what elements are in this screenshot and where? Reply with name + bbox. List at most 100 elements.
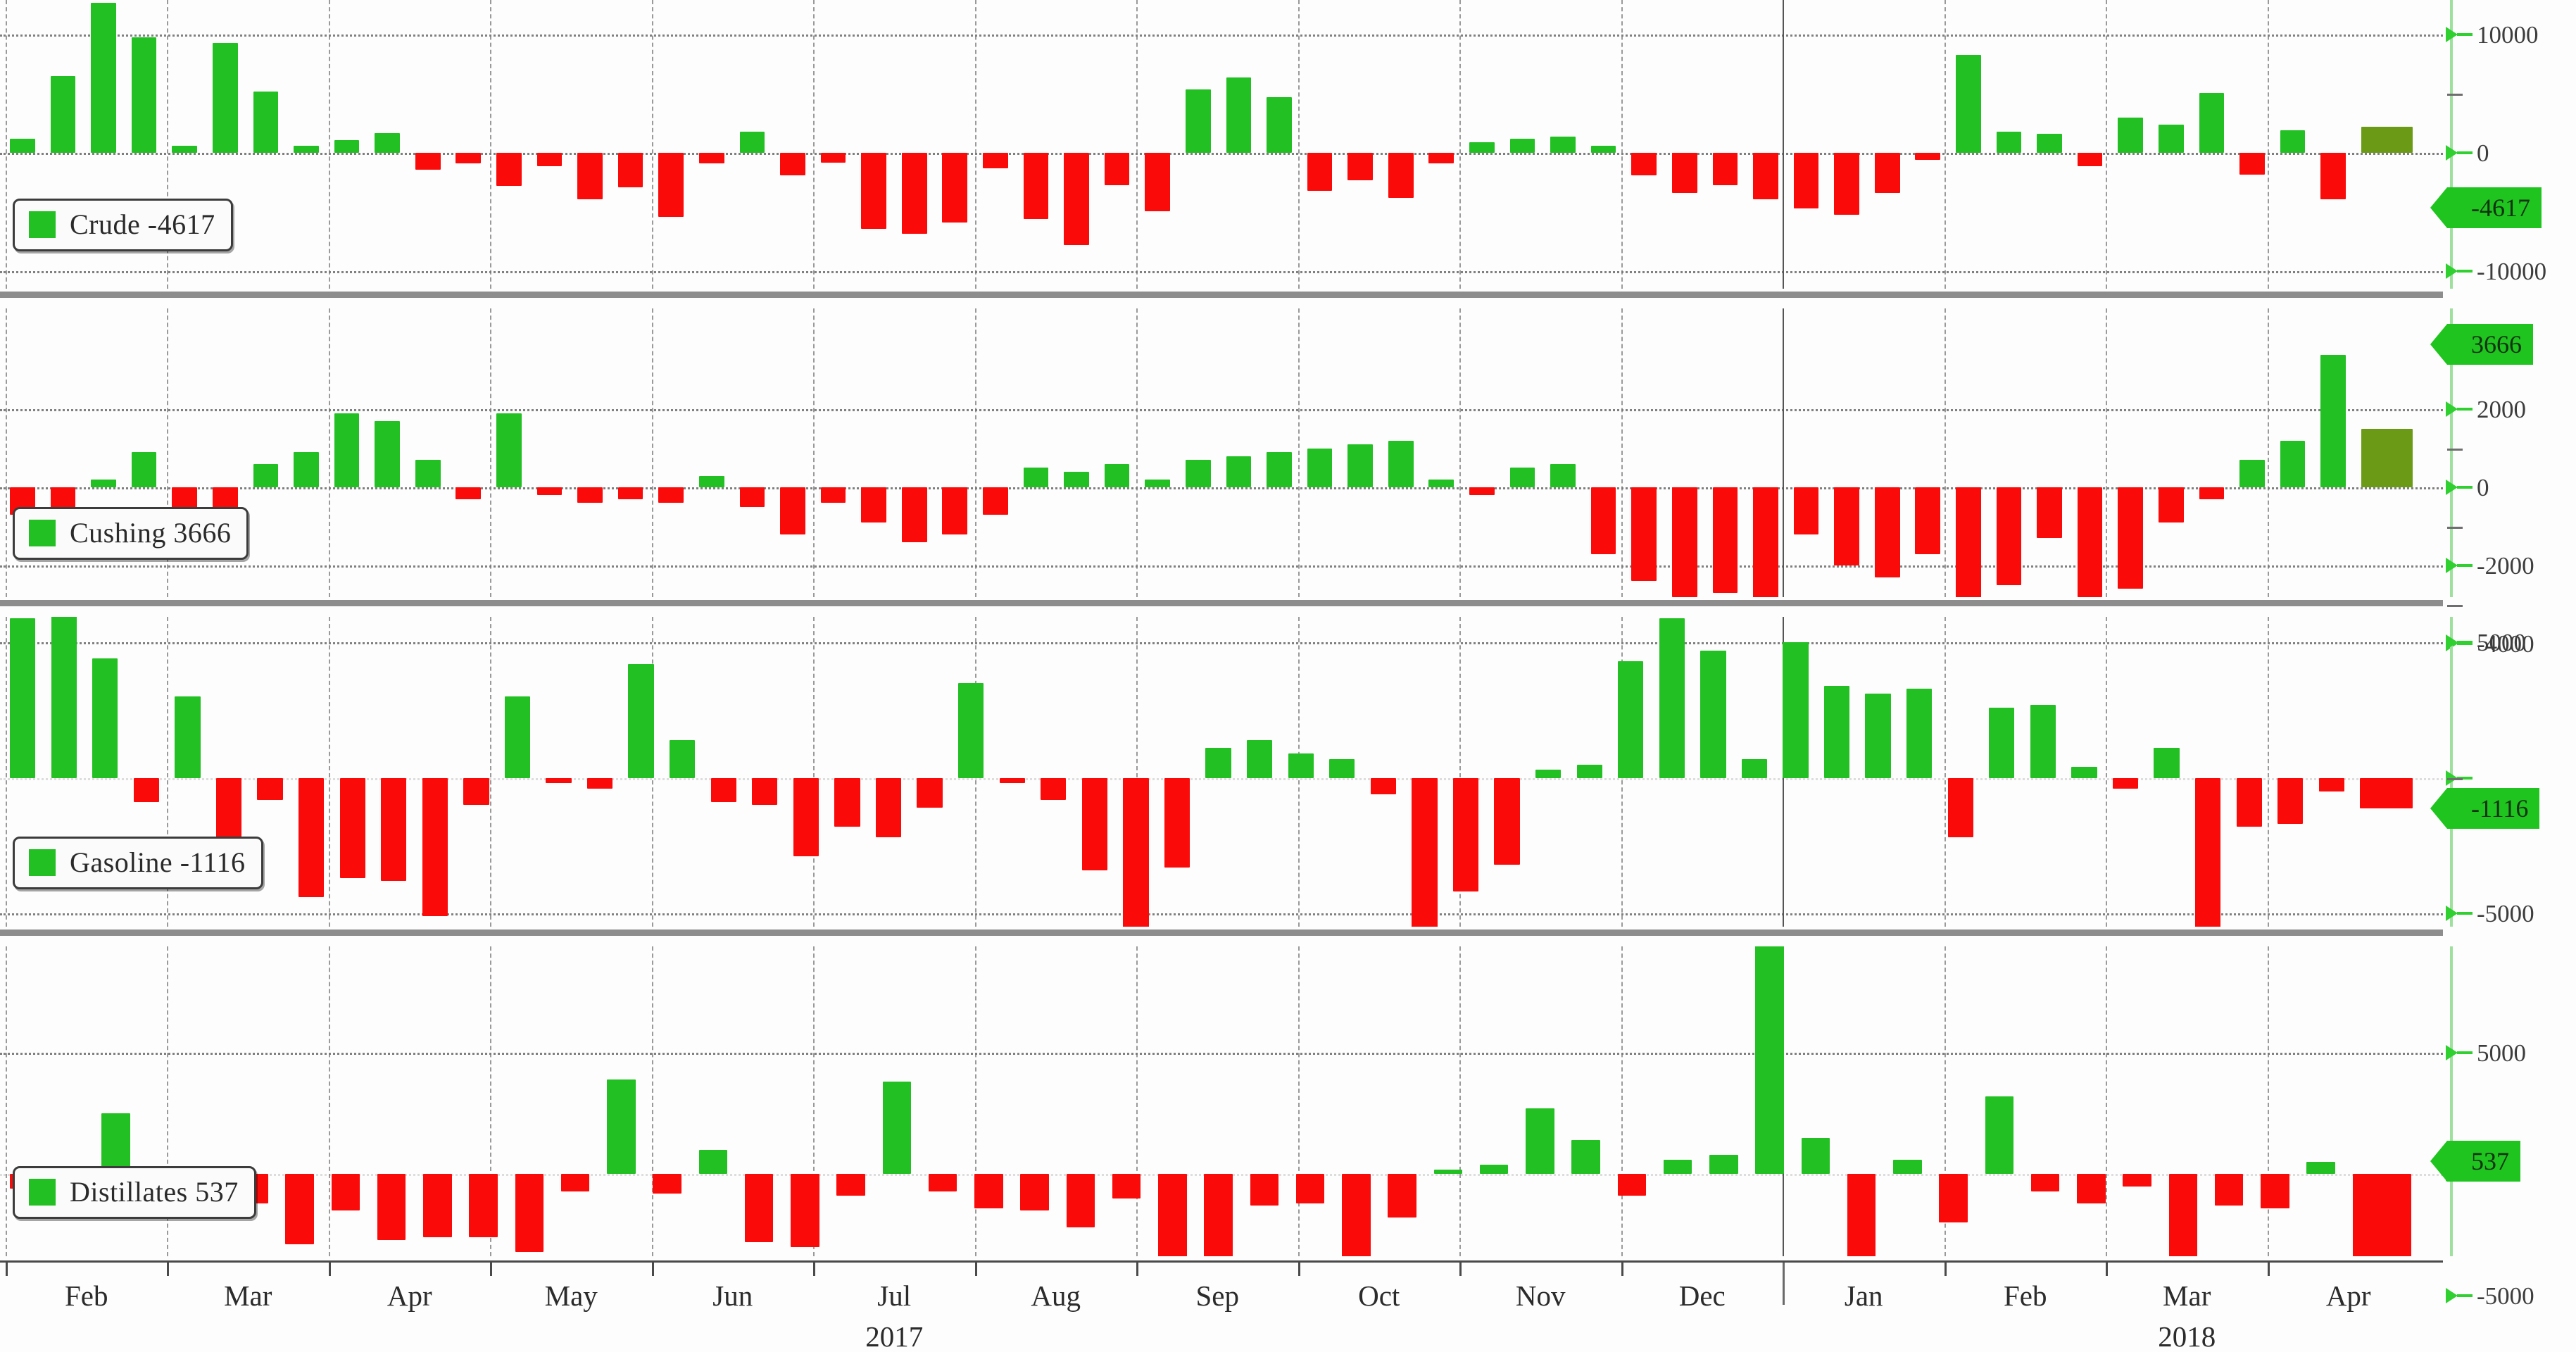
data-bar [1388, 153, 1414, 199]
legend-gasoline[interactable]: Gasoline -1116 [13, 837, 263, 889]
gridline-horizontal [0, 1052, 2443, 1055]
x-tick [2267, 1260, 2270, 1276]
y-tick-label: 5000 [2477, 1039, 2526, 1067]
data-bar [1712, 153, 1738, 185]
current-value-badge: 3666 [2430, 323, 2533, 365]
data-bar [91, 2, 116, 154]
data-bar [1834, 487, 1859, 566]
data-bar [285, 1174, 314, 1245]
data-bar [1509, 139, 1535, 154]
data-bar [1712, 487, 1738, 594]
legend-cushing[interactable]: Cushing 3666 [13, 507, 249, 560]
data-bar [1741, 758, 1768, 778]
panel-separator [0, 930, 2443, 936]
data-bar [917, 777, 943, 808]
legend-distillates[interactable]: Distillates 537 [13, 1166, 256, 1219]
data-bar [875, 777, 902, 838]
data-bar [253, 463, 279, 488]
data-bar [2320, 354, 2346, 488]
tick-arrow-icon [2446, 401, 2458, 418]
data-bar [1104, 463, 1130, 488]
tick-stem [2457, 912, 2473, 915]
data-bar [1307, 448, 1333, 488]
data-bar [901, 153, 927, 234]
data-bar [1783, 642, 1809, 778]
data-bar [1915, 487, 1941, 554]
gridline-vertical [1298, 0, 1300, 289]
data-bar [1329, 758, 1355, 778]
gridline-vertical [6, 0, 7, 289]
data-bar [2077, 487, 2103, 597]
data-bar [739, 487, 765, 507]
year-boundary-line [1783, 0, 1785, 289]
data-bar [1617, 1174, 1647, 1196]
current-value-badge: -4617 [2430, 187, 2542, 228]
data-bar [577, 153, 603, 199]
tick-stem [2457, 1051, 2473, 1054]
data-bar [1204, 1174, 1233, 1256]
legend-label: Crude -4617 [70, 208, 215, 240]
data-bar [2071, 767, 2097, 778]
data-bar [212, 43, 238, 154]
data-bar [1023, 153, 1049, 220]
data-bar [504, 696, 531, 778]
gridline-horizontal [0, 153, 2443, 156]
x-tick [1136, 1260, 1139, 1276]
tick-arrow-icon [2446, 906, 2458, 922]
data-bar [2195, 777, 2221, 927]
gridline-zero [0, 777, 2443, 780]
data-bar [51, 617, 77, 778]
panel-cushing: 2000 0 -2000 -4000 3666 Cushing 3666 [0, 308, 2576, 658]
gridline-vertical [2106, 946, 2108, 1256]
year-boundary-line [1783, 308, 1785, 597]
tick-stem [2457, 408, 2473, 411]
data-bar [1347, 444, 1373, 488]
current-value-badge: -1116 [2430, 787, 2540, 829]
data-bar [1267, 97, 1292, 154]
gridline-horizontal [0, 565, 2443, 568]
gridline-vertical [1621, 308, 1623, 597]
legend-crude[interactable]: Crude -4617 [13, 199, 233, 251]
data-bar [257, 777, 283, 800]
y-tick-label: 5000 [2477, 629, 2526, 657]
data-bar [2236, 777, 2262, 827]
y-axis-line [2450, 0, 2453, 289]
data-bar [2199, 487, 2225, 499]
data-bar [1388, 440, 1414, 488]
data-bar [1535, 770, 1562, 778]
tick-arrow-icon [2446, 27, 2458, 43]
gridline-vertical [974, 946, 976, 1256]
data-bar [1915, 153, 1941, 161]
gridline-vertical [6, 946, 7, 1256]
data-bar [999, 777, 1025, 784]
panel-separator [0, 600, 2443, 606]
data-bar [294, 452, 319, 488]
tick-stem [2457, 776, 2473, 780]
data-bar [1801, 1137, 1830, 1175]
data-bar [1428, 480, 1455, 488]
data-bar [577, 487, 603, 503]
x-axis: Feb Mar Apr May Jun Jul Aug Sep Oct Nov Dec Jan Feb M… [0, 1260, 2576, 1352]
gridline-vertical [813, 946, 815, 1256]
data-bar [2239, 153, 2265, 175]
gridline-vertical [974, 308, 976, 597]
x-tick-label: Nov [1515, 1279, 1566, 1312]
x-tick-label: Jan [1844, 1279, 1883, 1312]
gridline-vertical [490, 946, 492, 1256]
x-tick-label: Apr [387, 1279, 432, 1312]
gridline-vertical [328, 617, 330, 927]
data-bar [2277, 777, 2304, 825]
data-bar [2158, 487, 2184, 523]
gridline-vertical [490, 617, 492, 927]
data-bar [928, 1174, 957, 1191]
data-bar [1041, 777, 1067, 800]
data-bar [2154, 748, 2180, 778]
data-bar [91, 480, 116, 488]
x-tick [1298, 1260, 1300, 1276]
data-bar [1996, 487, 2022, 585]
data-bar [617, 153, 643, 188]
y-minor-tick [2447, 777, 2463, 780]
plot-area-cushing [0, 308, 2443, 597]
data-bar [1663, 1159, 1692, 1175]
